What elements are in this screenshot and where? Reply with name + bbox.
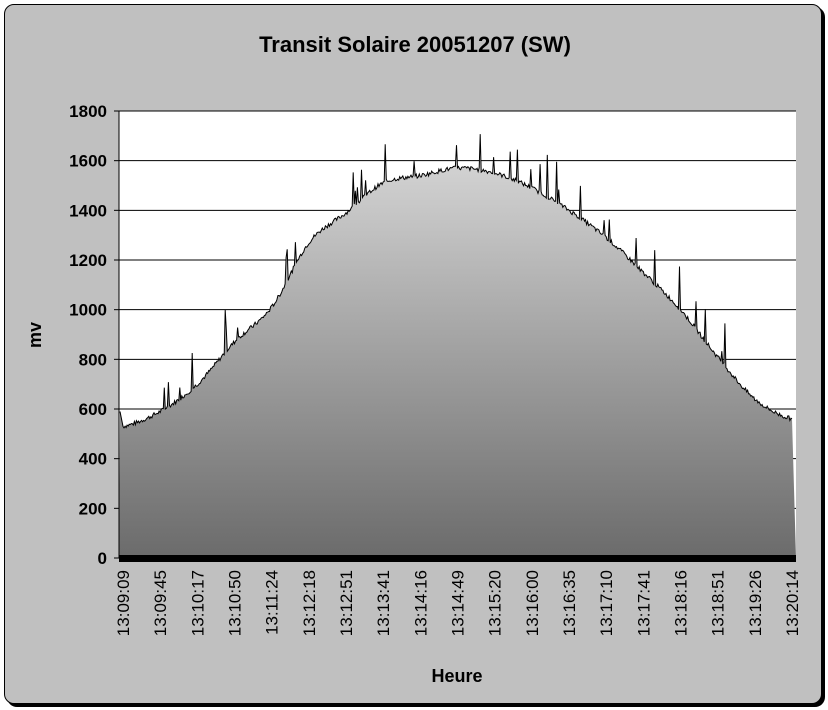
- x-tick-label: 13:20:14: [783, 570, 802, 636]
- x-tick-labels: 13:09:09 13:09:45 13:10:17 13:10:50 13:11:24…: [114, 570, 802, 636]
- x-axis-title: Heure: [431, 666, 482, 686]
- x-tick-label: 13:09:45: [151, 570, 170, 636]
- y-tick-label: 200: [79, 499, 107, 518]
- x-tick-label: 13:18:51: [709, 570, 728, 636]
- chart-frame: 0 200 400 600 800 1000 1200 1400 1600 1800 13:09:…: [4, 4, 822, 704]
- x-tick-label: 13:09:09: [114, 570, 133, 636]
- x-tick-label: 13:16:35: [560, 570, 579, 636]
- x-axis-bar: [119, 555, 796, 562]
- series-outline: [119, 134, 793, 429]
- x-tick-label: 13:14:16: [411, 570, 430, 636]
- x-tick-label: 13:13:41: [374, 570, 393, 636]
- y-axis-title: mv: [25, 322, 45, 348]
- x-tick-label: 13:12:51: [337, 570, 356, 636]
- x-tick-label: 13:16:00: [523, 570, 542, 636]
- x-tick-label: 13:15:20: [486, 570, 505, 636]
- y-tick-label: 1400: [69, 201, 107, 220]
- chart-title: Transit Solaire 20051207 (SW): [259, 32, 571, 57]
- y-tick-label: 1000: [69, 301, 107, 320]
- y-tick-label: 0: [98, 549, 107, 568]
- y-tick-labels: 0 200 400 600 800 1000 1200 1400 1600 1800: [69, 102, 119, 568]
- x-tick-label: 13:17:10: [597, 570, 616, 636]
- x-tick-label: 13:19:26: [746, 570, 765, 636]
- x-tick-label: 13:12:18: [300, 570, 319, 636]
- x-tick-label: 13:11:24: [263, 570, 282, 635]
- x-tick-label: 13:10:17: [188, 570, 207, 636]
- x-tick-label: 13:10:50: [226, 570, 245, 636]
- y-tick-label: 1800: [69, 102, 107, 121]
- x-tick-label: 13:14:49: [449, 570, 468, 636]
- y-tick-label: 1600: [69, 152, 107, 171]
- x-tick-label: 13:18:16: [672, 570, 691, 636]
- area-series: [119, 134, 796, 558]
- x-tick-label: 13:17:41: [634, 570, 653, 636]
- y-tick-label: 1200: [69, 251, 107, 270]
- y-tick-label: 600: [79, 400, 107, 419]
- y-tick-label: 800: [79, 350, 107, 369]
- chart-svg: 0 200 400 600 800 1000 1200 1400 1600 1800 13:09:…: [25, 32, 802, 686]
- y-tick-label: 400: [79, 450, 107, 469]
